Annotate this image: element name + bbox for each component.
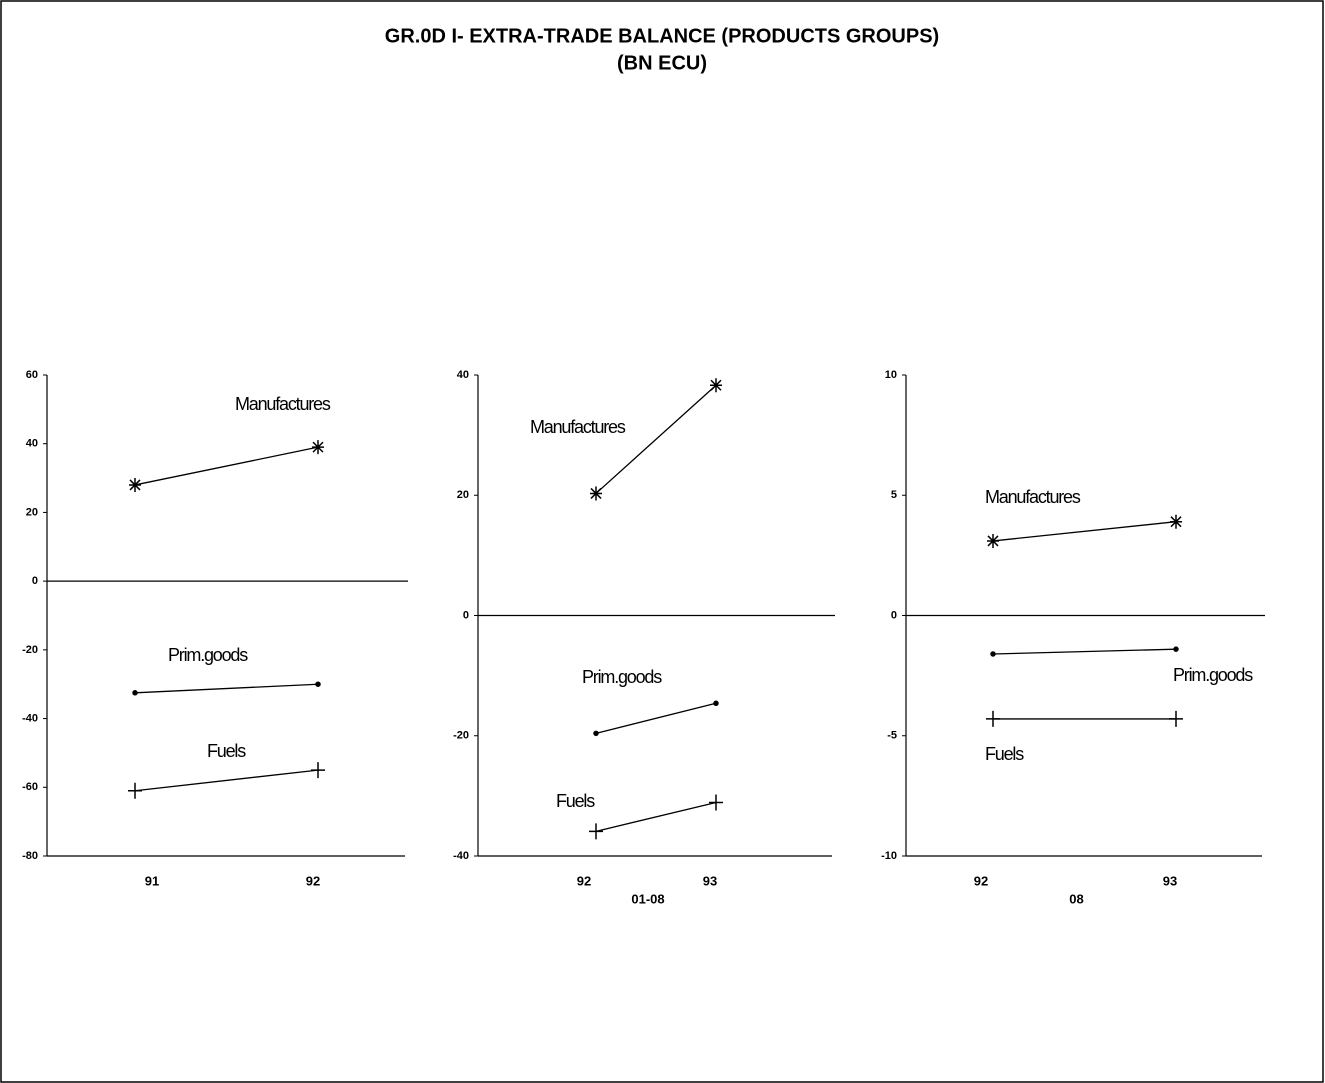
x-tick-label: 92: [306, 873, 320, 888]
y-tick-label: -5: [887, 730, 897, 742]
data-point: [129, 477, 141, 492]
y-tick-label: 0: [463, 609, 469, 621]
y-tick-label: 20: [457, 489, 469, 501]
data-point: [987, 533, 999, 548]
x-axis-label: 08: [1069, 891, 1083, 906]
y-tick-label: 5: [891, 489, 897, 501]
y-tick-label: 20: [26, 506, 38, 518]
x-tick-label: 93: [1163, 873, 1177, 888]
y-tick-label: -20: [453, 730, 469, 742]
data-point: [986, 710, 1000, 727]
series-label: Manufactures: [235, 394, 331, 414]
series-label: Fuels: [556, 791, 595, 811]
data-point: [589, 823, 603, 840]
data-point: [315, 681, 321, 687]
y-tick-label: 10: [885, 369, 897, 381]
x-axis-label: 01-08: [631, 891, 664, 906]
data-point: [990, 651, 996, 657]
x-tick-label: 93: [703, 873, 717, 888]
y-tick-label: -10: [881, 850, 897, 862]
y-tick-label: 40: [26, 438, 38, 450]
series-label: Fuels: [985, 744, 1024, 764]
data-point: [709, 794, 723, 811]
data-point: [713, 700, 719, 707]
x-tick-label: 92: [974, 873, 988, 888]
series-label: Manufactures: [530, 417, 626, 437]
chart-title: GR.0D I- EXTRA-TRADE BALANCE (PRODUCTS G…: [385, 25, 939, 47]
x-tick-label: 91: [145, 873, 159, 888]
data-point: [710, 378, 722, 393]
series-line: [134, 683, 319, 694]
data-point: [1169, 710, 1183, 727]
data-point: [311, 762, 325, 779]
y-tick-label: 40: [457, 369, 469, 381]
series-label: Prim.goods: [168, 645, 248, 665]
series-label: Fuels: [207, 741, 246, 761]
series-line: [992, 648, 1177, 655]
series-label: Manufactures: [985, 487, 1081, 507]
series-line: [595, 384, 717, 494]
series-label: Prim.goods: [582, 667, 662, 687]
y-tick-label: -40: [453, 850, 469, 862]
x-tick-label: 92: [577, 873, 591, 888]
y-tick-label: -80: [22, 850, 38, 862]
y-tick-label: -20: [22, 644, 38, 656]
y-tick-label: 60: [26, 369, 38, 381]
y-tick-label: 0: [32, 575, 38, 587]
series-label: Prim.goods: [1173, 665, 1253, 685]
data-point: [1173, 646, 1179, 652]
data-point: [590, 486, 602, 501]
series-line: [992, 521, 1177, 542]
y-tick-label: -40: [22, 712, 38, 724]
data-point: [1170, 514, 1182, 529]
data-point: [132, 690, 138, 696]
series-line: [134, 769, 319, 792]
y-tick-label: 0: [891, 609, 897, 621]
data-point: [128, 782, 142, 799]
y-tick-label: -60: [22, 781, 38, 793]
series-line: [595, 702, 717, 734]
series-line: [595, 801, 717, 832]
data-point: [593, 730, 599, 737]
series-line: [134, 446, 319, 486]
chart-subtitle: (BN ECU): [617, 52, 707, 74]
data-point: [312, 440, 324, 455]
